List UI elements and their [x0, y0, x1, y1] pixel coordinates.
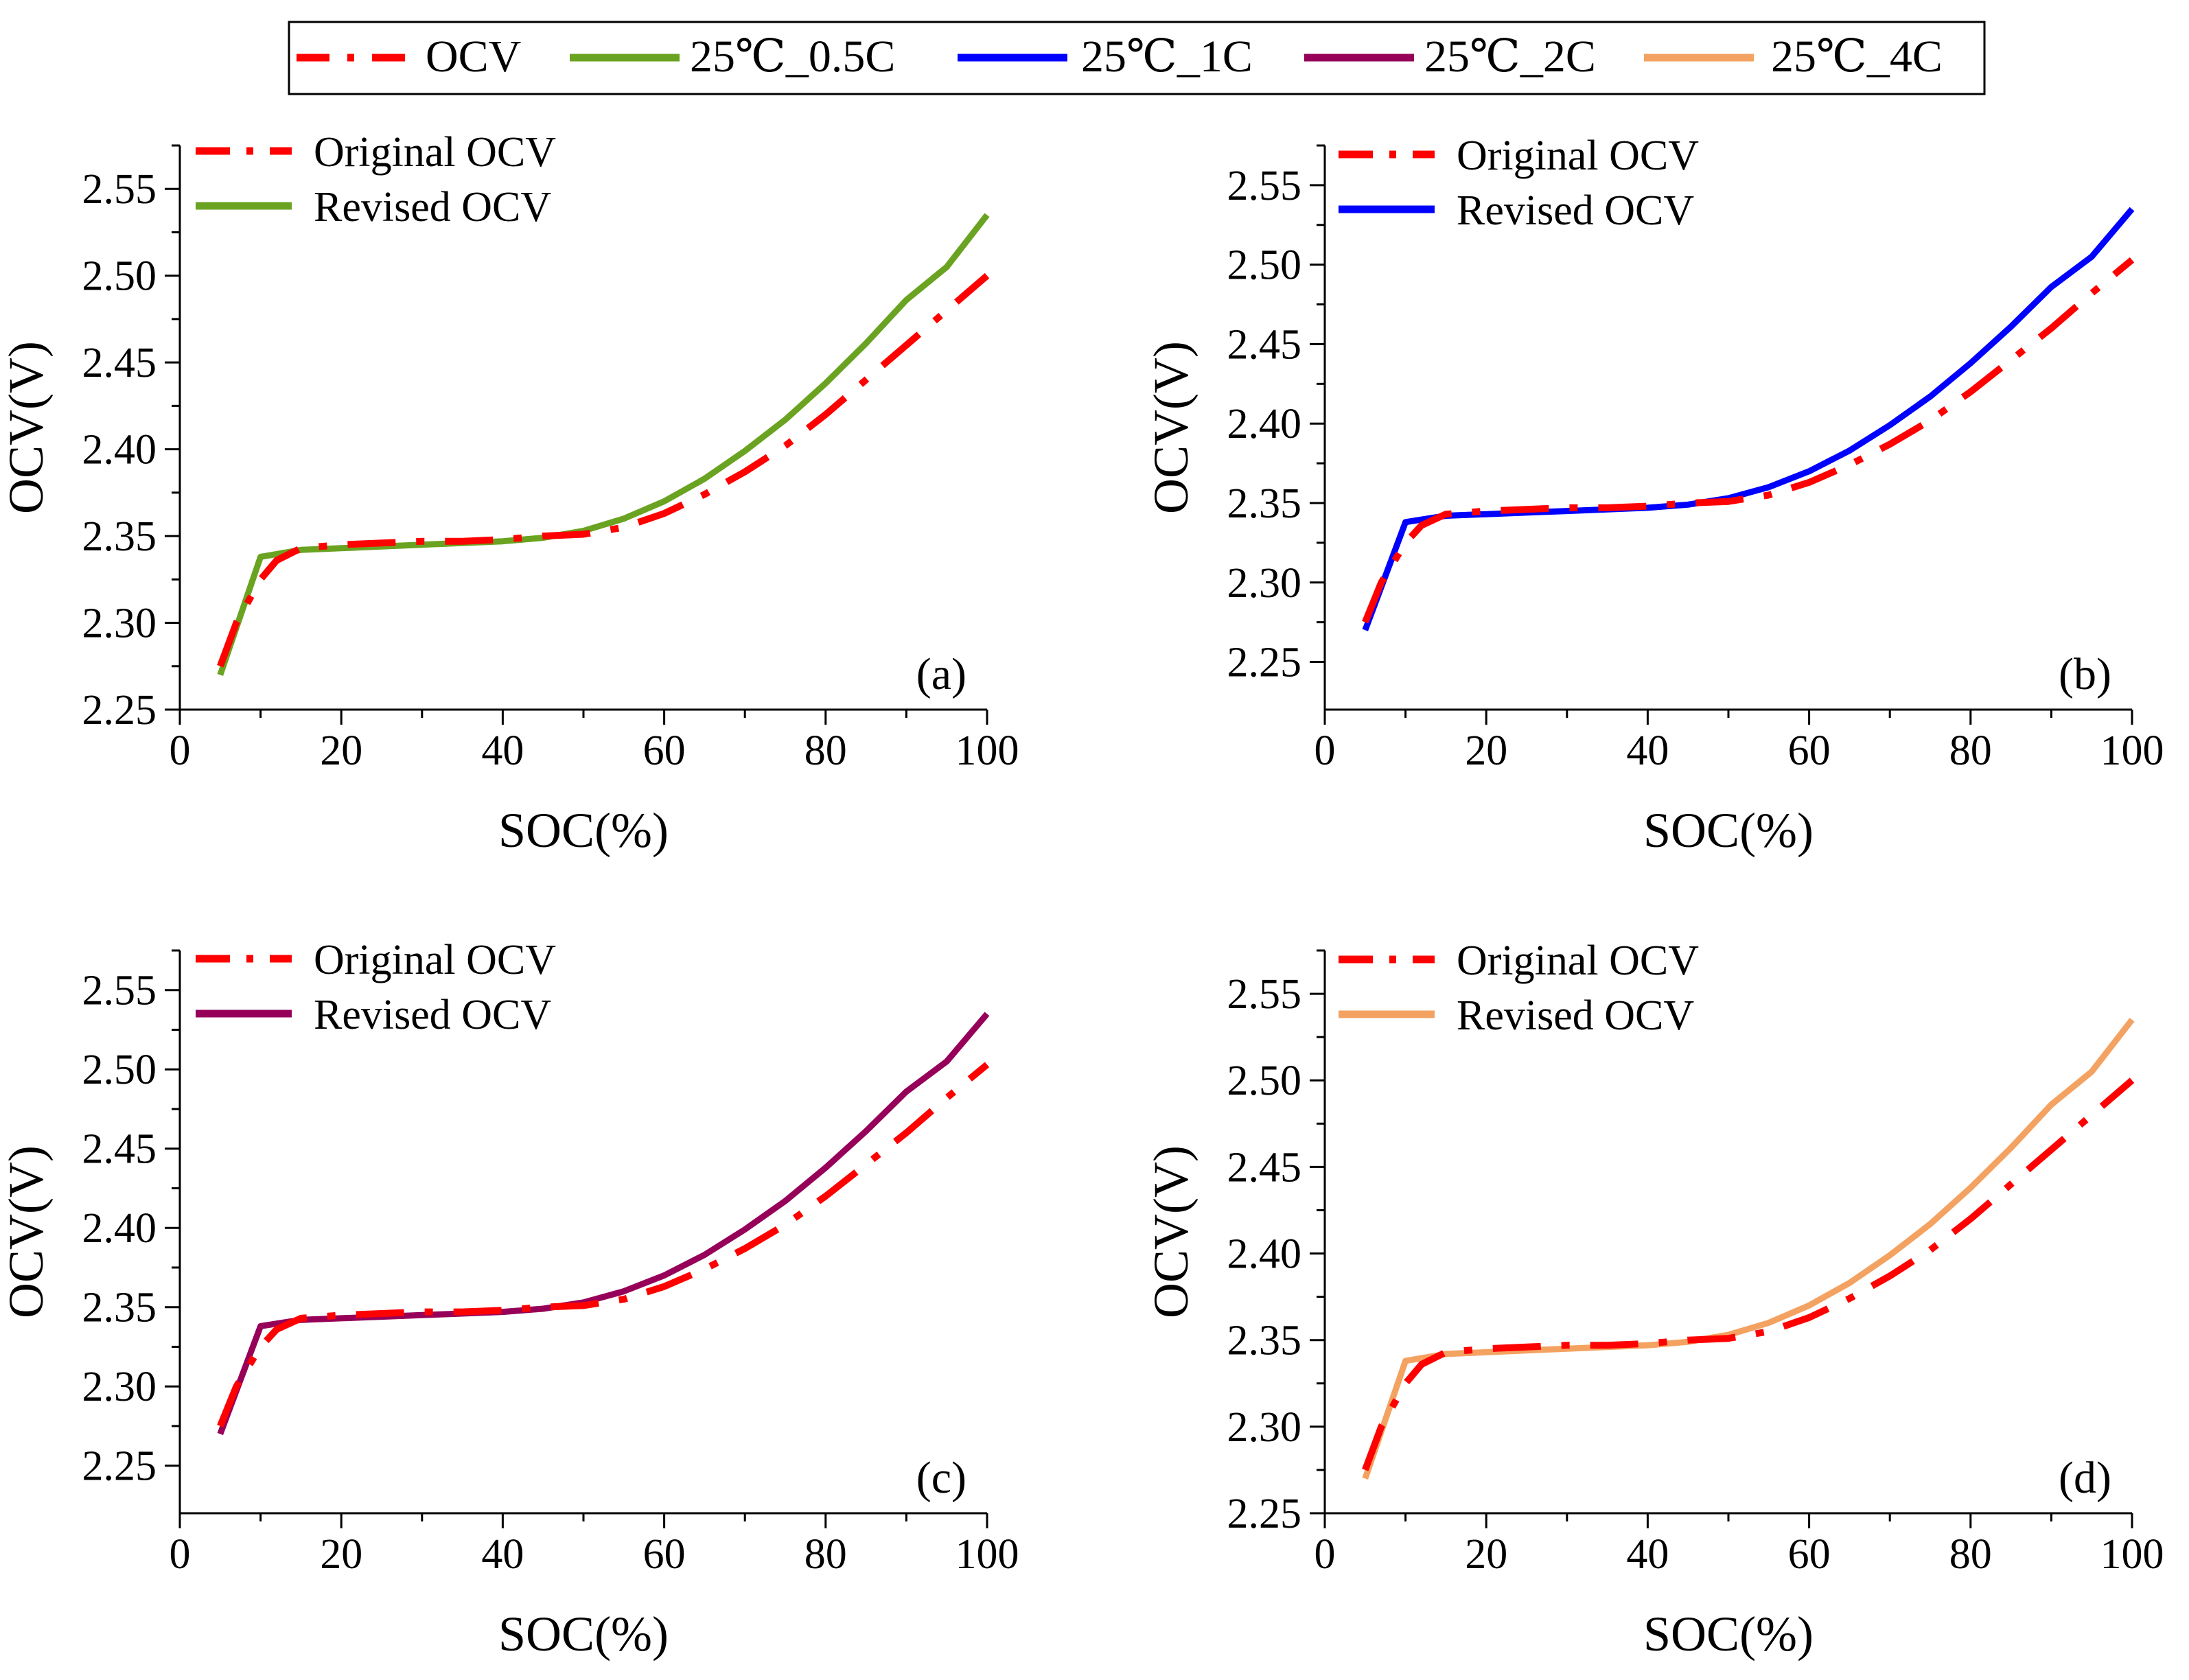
series-original-ocv: [1362, 1077, 2135, 1471]
y-tick-label: 2.25: [1227, 640, 1302, 686]
legend-label-revised: Revised OCV: [1457, 992, 1694, 1039]
y-tick-label: 2.45: [1227, 321, 1302, 368]
y-axis-label: OCV(V): [1144, 341, 1198, 514]
x-tick-label: 20: [320, 1531, 362, 1578]
chart-panels: 0 20 40 60 80 100 2.25 2.30 2.35 2.40 2.45 2.50 2.55…: [0, 129, 2164, 1661]
x-tick-label: 100: [955, 1531, 1019, 1578]
panel-label: (d): [2059, 1453, 2111, 1503]
panel-label: (b): [2059, 649, 2111, 699]
x-tick-label: 60: [1788, 727, 1831, 774]
x-axis-label: SOC(%): [1643, 803, 1814, 858]
legend-label-original: Original OCV: [314, 937, 556, 983]
x-tick-label: 60: [643, 1531, 686, 1578]
x-tick-label: 60: [1788, 1531, 1831, 1578]
legend-label-4: 25℃_4C: [1771, 32, 1943, 82]
y-tick-label: 2.55: [82, 166, 157, 213]
y-tick-label: 2.50: [1227, 1058, 1302, 1104]
y-tick-label: 2.30: [1227, 560, 1302, 607]
x-tick-label: 0: [170, 1531, 191, 1578]
y-tick-label: 2.40: [1227, 401, 1302, 447]
legend-label-3: 25℃_2C: [1424, 32, 1596, 82]
legend-label-original: Original OCV: [1457, 132, 1699, 179]
y-tick-label: 2.55: [1227, 971, 1302, 1018]
x-tick-label: 20: [1465, 727, 1507, 774]
x-tick-label: 0: [170, 727, 191, 774]
legend-label-0: OCV: [426, 32, 521, 82]
y-tick-label: 2.45: [82, 340, 157, 386]
y-tick-label: 2.50: [1227, 242, 1302, 289]
panel-c: 0 20 40 60 80 100 2.25 2.30 2.35 2.40 2.45 2.50 2.55…: [0, 937, 1019, 1661]
x-tick-label: 80: [804, 1531, 847, 1578]
x-tick-label: 20: [320, 727, 362, 774]
series-revised-ocv: [217, 1012, 990, 1436]
x-axis-label: SOC(%): [498, 803, 669, 858]
x-tick-label: 40: [1626, 1531, 1669, 1578]
y-axis-label: OCV(V): [0, 341, 54, 514]
panel-a: 0 20 40 60 80 100 2.25 2.30 2.35 2.40 2.45 2.50 2.55…: [0, 129, 1019, 858]
panel-d: 0 20 40 60 80 100 2.25 2.30 2.35 2.40 2.45 2.50 2.55…: [1144, 937, 2164, 1661]
x-tick-label: 40: [481, 727, 524, 774]
panel-label: (a): [916, 649, 966, 699]
y-tick-label: 2.25: [1227, 1491, 1302, 1537]
y-tick-label: 2.55: [1227, 163, 1302, 209]
legend-label-revised: Revised OCV: [314, 184, 551, 231]
x-tick-label: 80: [1949, 1531, 1992, 1578]
top-legend: OCV 25℃_0.5C 25℃_1C 25℃_2C 25℃_4C: [288, 21, 1986, 95]
y-tick-label: 2.30: [1227, 1404, 1302, 1451]
y-tick-label: 2.50: [82, 253, 157, 300]
y-tick-label: 2.30: [82, 600, 157, 647]
x-tick-label: 100: [2100, 727, 2164, 774]
series-revised-ocv: [1362, 1018, 2135, 1480]
x-tick-label: 100: [955, 727, 1019, 774]
x-tick-label: 0: [1314, 727, 1336, 774]
y-tick-label: 2.45: [1227, 1144, 1302, 1191]
x-tick-label: 0: [1314, 1531, 1336, 1578]
series-original-ocv: [217, 1062, 990, 1427]
y-axis-label: OCV(V): [1144, 1145, 1198, 1318]
x-axis-label: SOC(%): [498, 1607, 669, 1661]
series-original-ocv: [1362, 257, 2135, 624]
y-tick-label: 2.35: [82, 513, 157, 560]
panel-b: 0 20 40 60 80 100 2.25 2.30 2.35 2.40 2.45 2.50 2.55…: [1144, 132, 2164, 858]
y-tick-label: 2.25: [82, 1443, 157, 1490]
x-axis-label: SOC(%): [1643, 1607, 1814, 1661]
series-revised-ocv: [217, 213, 990, 676]
legend-label-original: Original OCV: [1457, 937, 1699, 984]
y-tick-label: 2.40: [82, 1205, 157, 1252]
y-tick-label: 2.50: [82, 1047, 157, 1093]
y-axis-label: OCV(V): [0, 1145, 54, 1318]
legend-label-revised: Revised OCV: [314, 992, 551, 1038]
y-tick-label: 2.35: [1227, 480, 1302, 527]
y-tick-label: 2.40: [1227, 1231, 1302, 1278]
y-tick-label: 2.45: [82, 1126, 157, 1173]
legend-label-revised: Revised OCV: [1457, 187, 1694, 234]
x-tick-label: 60: [643, 727, 686, 774]
x-tick-label: 40: [481, 1531, 524, 1578]
panel-label: (c): [916, 1453, 966, 1503]
x-tick-label: 100: [2100, 1531, 2164, 1578]
legend-label-original: Original OCV: [314, 129, 556, 176]
y-tick-label: 2.25: [82, 687, 157, 734]
x-tick-label: 40: [1626, 727, 1669, 774]
x-tick-label: 80: [804, 727, 847, 774]
y-tick-label: 2.35: [82, 1285, 157, 1331]
y-tick-label: 2.35: [1227, 1318, 1302, 1364]
x-tick-label: 80: [1949, 727, 1992, 774]
y-tick-label: 2.30: [82, 1364, 157, 1410]
x-tick-label: 20: [1465, 1531, 1507, 1578]
series-revised-ocv: [1362, 207, 2135, 631]
legend-label-1: 25℃_0.5C: [690, 32, 895, 82]
y-tick-label: 2.40: [82, 427, 157, 474]
series-original-ocv: [217, 272, 990, 668]
legend-label-2: 25℃_1C: [1081, 32, 1253, 82]
y-tick-label: 2.55: [82, 968, 157, 1014]
